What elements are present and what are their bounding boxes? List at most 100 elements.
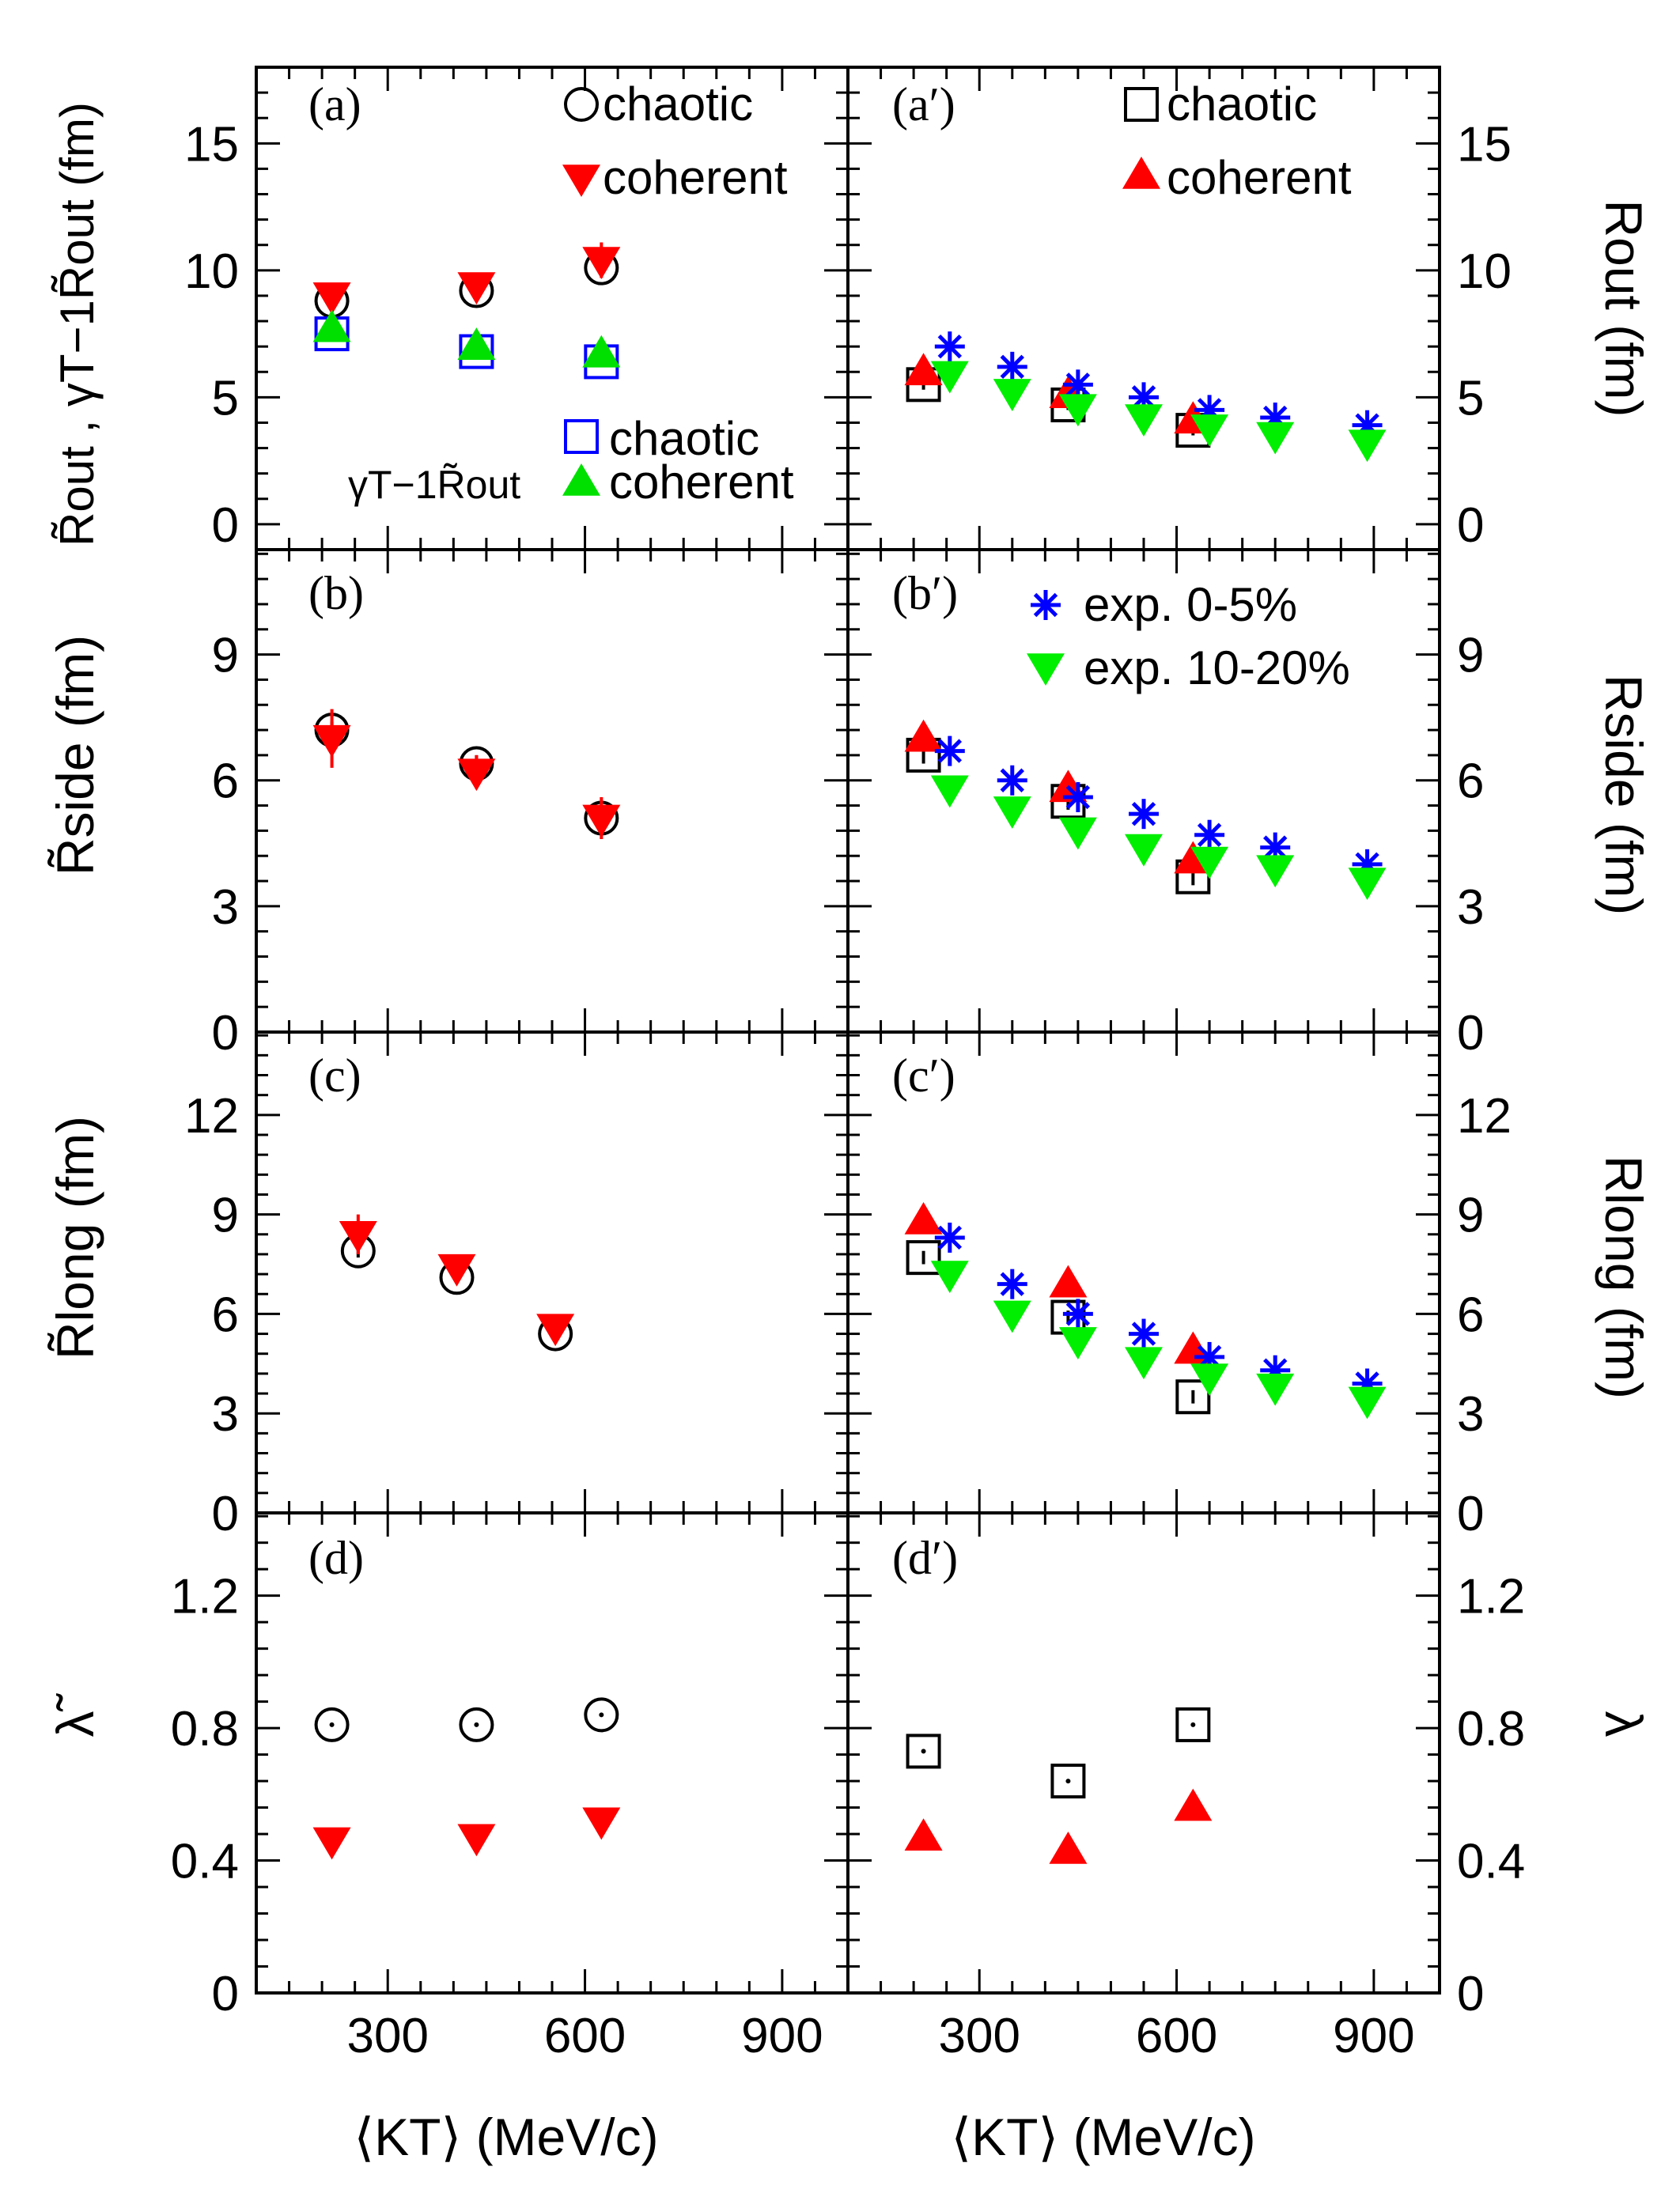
x-title-right: ⟨KT⟩ (MeV/c) bbox=[951, 2108, 1255, 2166]
mark-b2-exp-0-5- bbox=[1197, 822, 1222, 847]
text-layer: (a) (a′) (b) (b′) (c) (c′) (d) (d′) chao… bbox=[46, 78, 1653, 2166]
y-tick-label: 6 bbox=[212, 754, 239, 809]
y-tick-label: 10 bbox=[1457, 244, 1512, 299]
y-tick-label: 1.2 bbox=[1457, 1570, 1525, 1624]
mark-c2-chaotic bbox=[1175, 1379, 1211, 1415]
y-tick-label: 6 bbox=[1457, 1287, 1484, 1342]
panel-tag-b2: (b′) bbox=[892, 567, 958, 619]
x-tick-label: 600 bbox=[544, 2009, 626, 2063]
mark-d-coherent bbox=[312, 1827, 351, 1860]
y-tick-label: 6 bbox=[212, 1287, 239, 1342]
mark-a--t-1r-out-coherent bbox=[312, 309, 351, 342]
legends bbox=[562, 87, 1160, 686]
panel-tag-d: (d) bbox=[308, 1532, 364, 1584]
y-tick-label: 0 bbox=[1457, 1006, 1484, 1061]
x-title-left: ⟨KT⟩ (MeV/c) bbox=[354, 2108, 658, 2166]
legend-a2-coherent-marker bbox=[1122, 157, 1160, 189]
mark-a2-exp-10-20- bbox=[1125, 404, 1163, 437]
y-tick-label: 9 bbox=[1457, 1189, 1484, 1243]
mark-b2-exp-10-20- bbox=[993, 796, 1031, 829]
mark-a-coherent bbox=[312, 282, 351, 315]
x-tick-label: 900 bbox=[1333, 2009, 1414, 2063]
legend-exp-10-20-label: exp. 10-20% bbox=[1084, 641, 1350, 694]
mark-d-coherent bbox=[457, 1824, 496, 1857]
mark-a2-exp-10-20- bbox=[1058, 394, 1097, 427]
y-tick-label: 15 bbox=[184, 117, 239, 172]
mark-b-coherent bbox=[582, 804, 621, 838]
mark-b2-exp-10-20- bbox=[1190, 846, 1229, 879]
mark-b2-exp-10-20- bbox=[1058, 817, 1097, 850]
mark-d2-chaotic-dot bbox=[1190, 1722, 1196, 1727]
mark-c-coherent bbox=[536, 1314, 575, 1347]
mark-a2-exp-10-20- bbox=[993, 379, 1031, 411]
panel-tag-a2: (a′) bbox=[892, 78, 955, 130]
x-tick-label: 900 bbox=[741, 2009, 823, 2063]
mark-d2-coherent bbox=[1174, 1788, 1213, 1821]
mark-a-coherent bbox=[582, 247, 621, 279]
y-title-right-a: Rout (fm) bbox=[1595, 199, 1653, 417]
mark-c2-exp-10-20- bbox=[1256, 1373, 1295, 1406]
mark-b2-exp-10-20- bbox=[930, 775, 969, 808]
panel-frame-a2 bbox=[846, 66, 1441, 551]
mark-c2-exp-10-20- bbox=[1190, 1363, 1229, 1397]
mark-d2-chaotic-dot bbox=[921, 1749, 926, 1754]
mark-d2-chaotic bbox=[1175, 1707, 1211, 1742]
y-tick-label: 1.2 bbox=[171, 1570, 239, 1624]
mark-b2-exp-10-20- bbox=[1256, 855, 1295, 888]
y-tick-label: 6 bbox=[1457, 754, 1484, 809]
y-tick-label: 0 bbox=[1457, 498, 1484, 553]
y-tick-label: 0.8 bbox=[171, 1702, 239, 1756]
y-tick-label: 0 bbox=[212, 1006, 239, 1061]
y-tick-label: 9 bbox=[1457, 629, 1484, 683]
y-title-left-c: R̃long (fm) bbox=[46, 1116, 104, 1359]
legend-a-gamma-coherent-marker bbox=[562, 463, 600, 496]
mark-b2-exp-10-20- bbox=[1125, 834, 1163, 867]
mark-c2-exp-10-20- bbox=[930, 1261, 969, 1294]
mark-b2-exp-0-5- bbox=[1000, 768, 1024, 792]
mark-b2-exp-0-5- bbox=[1065, 785, 1091, 810]
y-tick-label: 10 bbox=[184, 244, 239, 299]
mark-a2-exp-10-20- bbox=[930, 361, 969, 394]
panel-tag-d2: (d′) bbox=[892, 1532, 958, 1584]
mark-d2-coherent bbox=[904, 1818, 943, 1851]
y-tick-label: 3 bbox=[212, 880, 239, 935]
panel-tag-c: (c) bbox=[308, 1049, 361, 1102]
panel-frame-d bbox=[255, 1511, 849, 1995]
panel-c: 0 3 6 9 12 bbox=[184, 1030, 849, 1541]
panel-b2: 0 3 6 9 bbox=[846, 548, 1484, 1061]
panel-tag-a: (a) bbox=[308, 78, 361, 130]
mark-d2-coherent bbox=[1049, 1831, 1088, 1864]
mark-a2-exp-0-5- bbox=[1000, 354, 1024, 380]
mark-d-chaotic bbox=[584, 1697, 619, 1733]
mark-a--t-1r-out-coherent bbox=[582, 335, 621, 368]
legend-a-gamma-coherent-label: coherent bbox=[609, 456, 794, 509]
y-tick-label: 3 bbox=[212, 1387, 239, 1442]
y-tick-label: 9 bbox=[212, 629, 239, 683]
mark-b2-coherent bbox=[904, 719, 943, 752]
panel-b: 0 3 6 9 bbox=[212, 548, 849, 1061]
mark-c2-exp-0-5- bbox=[1131, 1322, 1156, 1346]
legend-a-chaotic-marker bbox=[564, 87, 599, 122]
mark-c2-exp-10-20- bbox=[1058, 1327, 1097, 1359]
legend-a-gamma-chaotic-marker bbox=[564, 419, 599, 454]
y-title-right-b: Rside (fm) bbox=[1595, 675, 1653, 915]
y-tick-label: 12 bbox=[1457, 1089, 1512, 1144]
mark-d2-chaotic bbox=[906, 1734, 941, 1769]
mark-d2-chaotic bbox=[1050, 1764, 1086, 1799]
legend-exp-0-5-marker bbox=[1033, 592, 1058, 618]
mark-d-chaotic-dot bbox=[329, 1722, 335, 1727]
legend-a-gamma-prefix: γT−1R̃out bbox=[348, 463, 520, 507]
mark-d-chaotic bbox=[314, 1707, 350, 1742]
mark-b-coherent bbox=[312, 724, 351, 758]
legend-a2-chaotic-label: chaotic bbox=[1167, 78, 1317, 130]
panel-a2: 0 5 10 15 bbox=[846, 66, 1512, 553]
mark-a-coherent bbox=[457, 272, 496, 305]
mark-c-coherent bbox=[437, 1253, 476, 1287]
mark-c2-coherent bbox=[1049, 1265, 1088, 1298]
mark-b2-exp-10-20- bbox=[1348, 868, 1387, 901]
y-tick-label: 0 bbox=[1457, 1487, 1484, 1541]
y-tick-label: 0 bbox=[212, 1487, 239, 1541]
panel-tag-b: (b) bbox=[308, 567, 364, 619]
legend-exp-10-20-marker bbox=[1027, 653, 1065, 686]
